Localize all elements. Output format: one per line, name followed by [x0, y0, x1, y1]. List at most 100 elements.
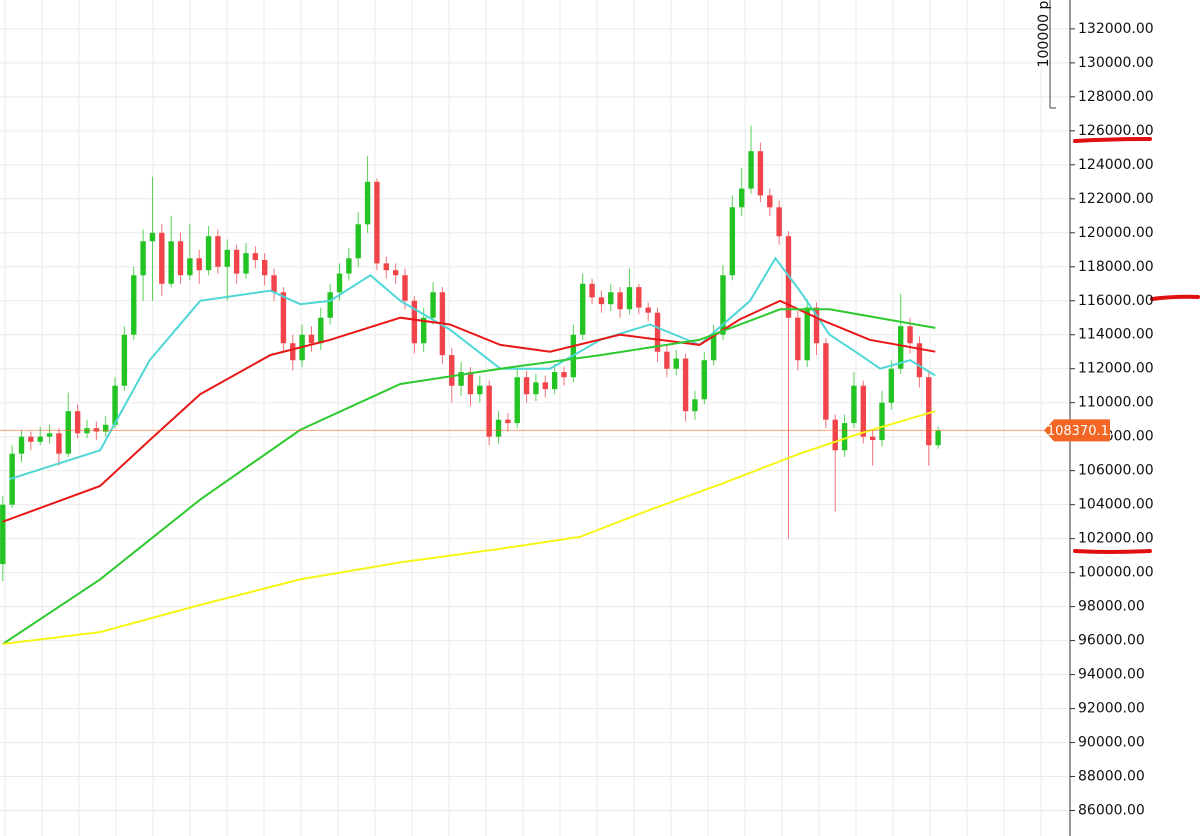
candle-body: [608, 292, 614, 305]
candle-body: [196, 258, 202, 271]
candle-body: [869, 436, 876, 441]
y-tick-label: 88000.00: [1078, 769, 1145, 785]
candle-body: [748, 151, 754, 189]
candle-body: [374, 181, 380, 264]
candle-body: [589, 283, 595, 298]
candle-body: [617, 292, 623, 310]
candle-body: [813, 307, 820, 344]
candle-body: [561, 372, 567, 378]
y-tick-label: 98000.00: [1078, 599, 1145, 615]
candle-body: [177, 241, 184, 276]
candle-body: [898, 326, 904, 369]
candle-body: [205, 236, 212, 271]
candle-body: [729, 207, 736, 276]
candle-body: [626, 287, 633, 310]
candle-body: [486, 385, 492, 437]
candle-body: [514, 377, 520, 424]
current-price-label: 108370.17: [1047, 424, 1117, 439]
candle-body: [168, 241, 174, 284]
candle-body: [224, 249, 230, 267]
candle-body: [65, 411, 71, 454]
candle-body: [0, 504, 6, 565]
y-tick-label: 90000.00: [1078, 735, 1145, 751]
candle-body: [458, 372, 464, 386]
candle-body: [495, 419, 502, 437]
candle-body: [692, 399, 698, 412]
candle-body: [28, 436, 34, 442]
candle-body: [935, 430, 941, 446]
candle-body: [795, 317, 801, 361]
candle-body: [682, 358, 689, 412]
candle-body: [121, 334, 128, 386]
candle-body: [926, 377, 932, 446]
candle-body: [551, 372, 558, 390]
candle-body: [46, 433, 53, 437]
y-tick-label: 86000.00: [1078, 803, 1145, 819]
candle-body: [720, 275, 726, 335]
y-tick-label: 102000.00: [1078, 531, 1154, 547]
y-tick-label: 128000.00: [1078, 89, 1154, 105]
ruler-label: 100000 p: [1036, 0, 1052, 67]
candle-body: [542, 382, 548, 390]
candle-body: [56, 433, 62, 454]
candle-body: [336, 273, 343, 293]
candle-body: [916, 343, 923, 378]
candle-body: [767, 195, 773, 208]
candle-body: [271, 275, 277, 293]
candle-body: [888, 368, 895, 403]
candle-body: [505, 419, 511, 424]
candle-body: [131, 275, 137, 335]
y-tick-label: 124000.00: [1078, 157, 1154, 173]
y-tick-label: 114000.00: [1078, 327, 1154, 343]
candle-body: [355, 224, 361, 259]
candle-body: [233, 249, 240, 274]
vertical-grid: [0, 0, 1070, 836]
candle-body: [187, 258, 193, 276]
candle-body: [860, 385, 866, 437]
candle-body: [673, 358, 679, 369]
y-tick-label: 104000.00: [1078, 497, 1154, 513]
moving-average: [2, 308, 936, 645]
candle-body: [392, 270, 399, 276]
candle-body: [757, 151, 764, 196]
candle-body: [149, 232, 156, 242]
y-tick-label: 106000.00: [1078, 463, 1154, 479]
candle-body: [93, 428, 100, 432]
y-tick-label: 94000.00: [1078, 667, 1145, 683]
candle-body: [37, 436, 43, 442]
candle-body: [252, 253, 259, 260]
y-tick-label: 132000.00: [1078, 21, 1154, 37]
candle-body: [290, 343, 296, 361]
candle-body: [327, 292, 333, 318]
candle-body: [346, 258, 352, 274]
candle-body: [823, 343, 829, 420]
candle-body: [580, 283, 586, 335]
candle-body: [364, 181, 371, 225]
hand-mark: [1073, 137, 1152, 143]
y-tick-label: 110000.00: [1078, 395, 1154, 411]
moving-average: [9, 256, 936, 481]
candle-body: [318, 317, 324, 344]
candle-body: [402, 275, 408, 301]
candle-body: [112, 385, 118, 425]
hand-marks: [1073, 137, 1200, 554]
candle-body: [645, 307, 651, 313]
y-tick-label: 96000.00: [1078, 633, 1145, 649]
candle-body: [74, 411, 81, 434]
candle-body: [308, 334, 315, 344]
y-tick-label: 112000.00: [1078, 361, 1154, 377]
current-price-tag: [1044, 419, 1110, 442]
candle-body: [804, 307, 810, 361]
candle-body: [449, 355, 455, 386]
y-tick-label: 122000.00: [1078, 191, 1154, 207]
y-tick-label: 126000.00: [1078, 123, 1154, 139]
candle-body: [467, 372, 474, 395]
candle-body: [739, 188, 745, 208]
y-tick-label: 120000.00: [1078, 225, 1154, 241]
candle-body: [383, 263, 389, 271]
candle-body: [523, 377, 530, 395]
y-tick-label: 100000.00: [1078, 565, 1154, 581]
candle-body: [664, 351, 670, 369]
